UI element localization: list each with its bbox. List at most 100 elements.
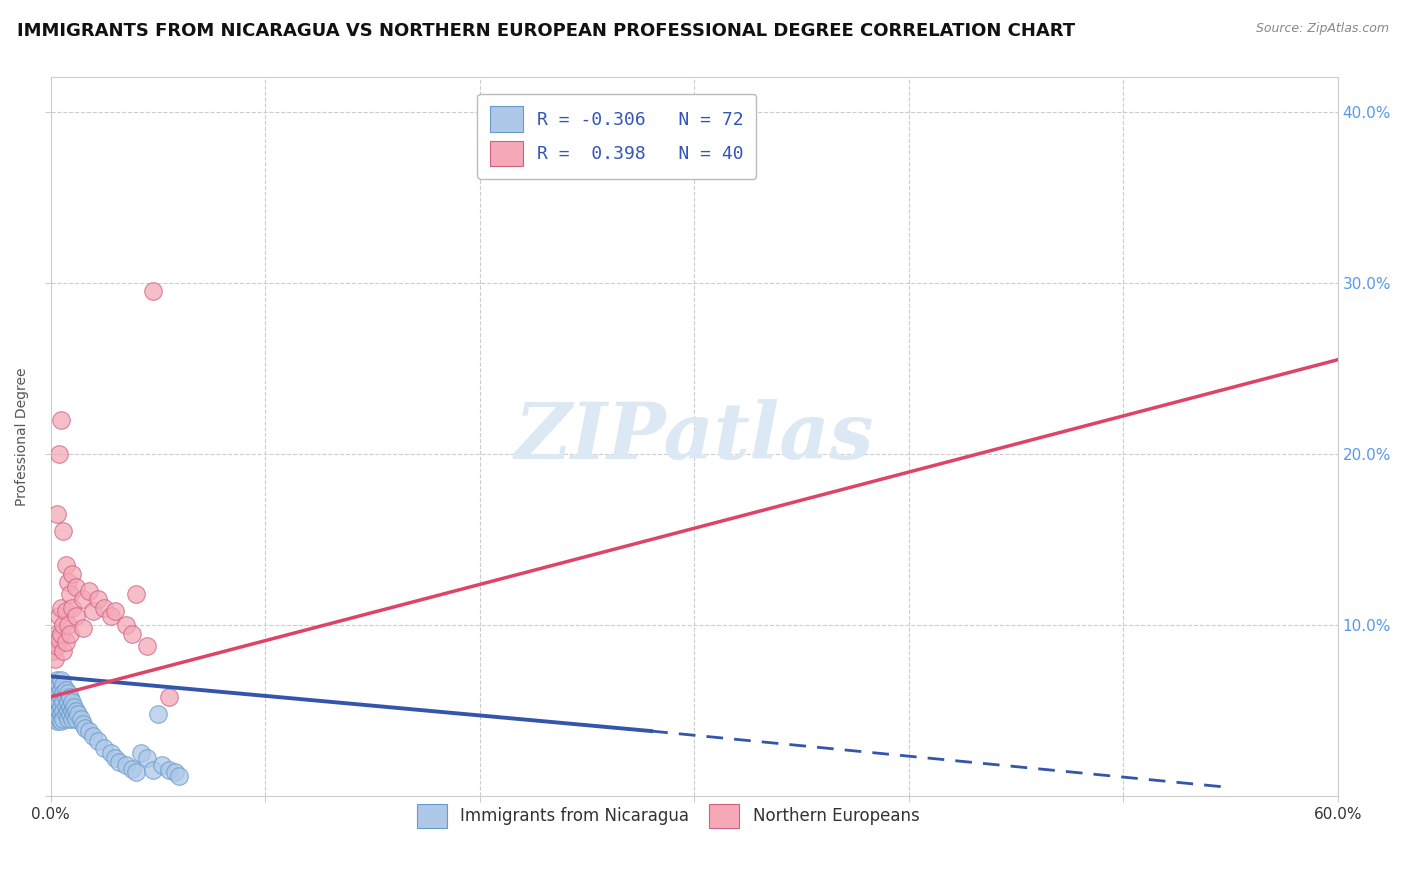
Point <box>125 765 148 780</box>
Point <box>52 643 75 657</box>
Point <box>44 700 66 714</box>
Point <box>55 635 77 649</box>
Point <box>157 690 180 704</box>
Point <box>48 447 70 461</box>
Point <box>60 704 83 718</box>
Y-axis label: Professional Degree: Professional Degree <box>15 368 30 506</box>
Point <box>63 706 86 721</box>
Point <box>51 673 73 687</box>
Point <box>59 587 82 601</box>
Point <box>48 704 70 718</box>
Text: IMMIGRANTS FROM NICARAGUA VS NORTHERN EUROPEAN PROFESSIONAL DEGREE CORRELATION C: IMMIGRANTS FROM NICARAGUA VS NORTHERN EU… <box>17 22 1076 40</box>
Point <box>77 583 100 598</box>
Point <box>72 592 94 607</box>
Point <box>51 700 73 714</box>
Point <box>87 592 110 607</box>
Point <box>51 600 73 615</box>
Point <box>56 575 79 590</box>
Point <box>44 706 66 721</box>
Point <box>59 700 82 714</box>
Point <box>163 765 186 780</box>
Point <box>56 695 79 709</box>
Point <box>93 741 115 756</box>
Point <box>60 600 83 615</box>
Point <box>100 747 122 761</box>
Point <box>52 686 75 700</box>
Point <box>87 734 110 748</box>
Point <box>46 673 69 687</box>
Point <box>51 626 73 640</box>
Point <box>48 695 70 709</box>
Point <box>60 712 83 726</box>
Point <box>108 755 131 769</box>
Point <box>41 643 63 657</box>
Point <box>46 714 69 728</box>
Point <box>56 704 79 718</box>
Point <box>48 678 70 692</box>
Point <box>104 604 127 618</box>
Point <box>55 706 77 721</box>
Point <box>100 609 122 624</box>
Point <box>65 712 87 726</box>
Point <box>125 587 148 601</box>
Point <box>52 712 75 726</box>
Text: ZIPatlas: ZIPatlas <box>515 399 873 475</box>
Point <box>46 639 69 653</box>
Point <box>51 690 73 704</box>
Point <box>48 686 70 700</box>
Point <box>142 764 165 778</box>
Point <box>51 412 73 426</box>
Point <box>51 714 73 728</box>
Point <box>48 712 70 726</box>
Point <box>67 706 90 721</box>
Point <box>55 690 77 704</box>
Legend: Immigrants from Nicaragua, Northern Europeans: Immigrants from Nicaragua, Northern Euro… <box>411 797 927 835</box>
Point <box>142 285 165 299</box>
Point <box>41 695 63 709</box>
Point <box>69 712 91 726</box>
Point <box>73 721 96 735</box>
Point <box>48 632 70 646</box>
Point <box>41 704 63 718</box>
Point <box>52 695 75 709</box>
Point <box>52 704 75 718</box>
Point <box>52 618 75 632</box>
Point <box>56 618 79 632</box>
Point <box>46 706 69 721</box>
Point <box>65 609 87 624</box>
Point <box>60 566 83 581</box>
Point <box>65 580 87 594</box>
Point <box>82 604 104 618</box>
Point <box>44 712 66 726</box>
Point <box>46 690 69 704</box>
Point <box>46 700 69 714</box>
Point <box>56 712 79 726</box>
Point <box>48 609 70 624</box>
Point <box>51 683 73 698</box>
Point <box>56 686 79 700</box>
Point <box>55 700 77 714</box>
Point <box>52 524 75 538</box>
Point <box>114 758 136 772</box>
Point <box>59 626 82 640</box>
Point <box>72 717 94 731</box>
Point <box>59 690 82 704</box>
Point <box>41 690 63 704</box>
Point <box>136 751 159 765</box>
Point <box>157 764 180 778</box>
Text: Source: ZipAtlas.com: Source: ZipAtlas.com <box>1256 22 1389 36</box>
Point <box>129 747 152 761</box>
Point <box>63 700 86 714</box>
Point <box>60 695 83 709</box>
Point <box>65 704 87 718</box>
Point <box>121 626 143 640</box>
Point <box>44 632 66 646</box>
Point <box>55 604 77 618</box>
Point <box>150 758 173 772</box>
Point <box>167 768 190 782</box>
Point <box>46 683 69 698</box>
Point <box>77 724 100 739</box>
Point <box>55 558 77 573</box>
Point <box>114 618 136 632</box>
Point <box>44 652 66 666</box>
